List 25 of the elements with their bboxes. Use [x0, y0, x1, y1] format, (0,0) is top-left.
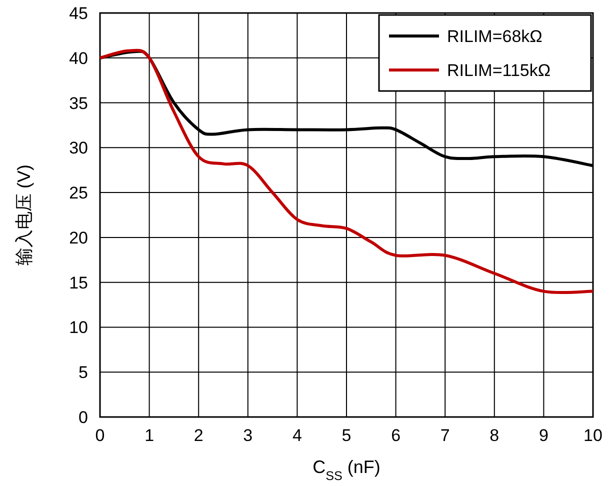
legend-label: RILIM=115kΩ [447, 61, 551, 80]
y-axis-title: 输入电压 (V) [14, 164, 34, 266]
x-tick-label: 4 [292, 426, 302, 445]
y-tick-label: 5 [78, 363, 88, 382]
x-tick-label: 6 [391, 426, 401, 445]
y-tick-label: 25 [69, 184, 88, 203]
x-tick-label: 1 [144, 426, 154, 445]
x-axis-title: C$_{SS}$ (nF) [312, 457, 380, 483]
y-tick-label: 10 [69, 318, 88, 338]
y-tick-label: 35 [69, 94, 88, 113]
legend-label: RILIM=68kΩ [447, 27, 542, 46]
y-tick-label: 40 [69, 48, 88, 68]
x-tick-label: 10 [584, 426, 602, 445]
x-tick-label: 2 [194, 426, 204, 445]
x-tick-label: 0 [95, 426, 105, 445]
x-tick-label: 8 [490, 426, 500, 445]
y-tick-label: 15 [69, 273, 88, 292]
x-tick-label: 5 [342, 426, 352, 445]
y-tick-label: 0 [78, 408, 88, 427]
y-tick-label: 30 [69, 138, 88, 158]
x-tick-label: 9 [538, 426, 548, 445]
x-tick-label: 7 [440, 426, 450, 445]
x-tick-label: 3 [243, 426, 253, 445]
y-tick-label: 45 [69, 4, 88, 23]
y-tick-label: 20 [69, 228, 88, 248]
